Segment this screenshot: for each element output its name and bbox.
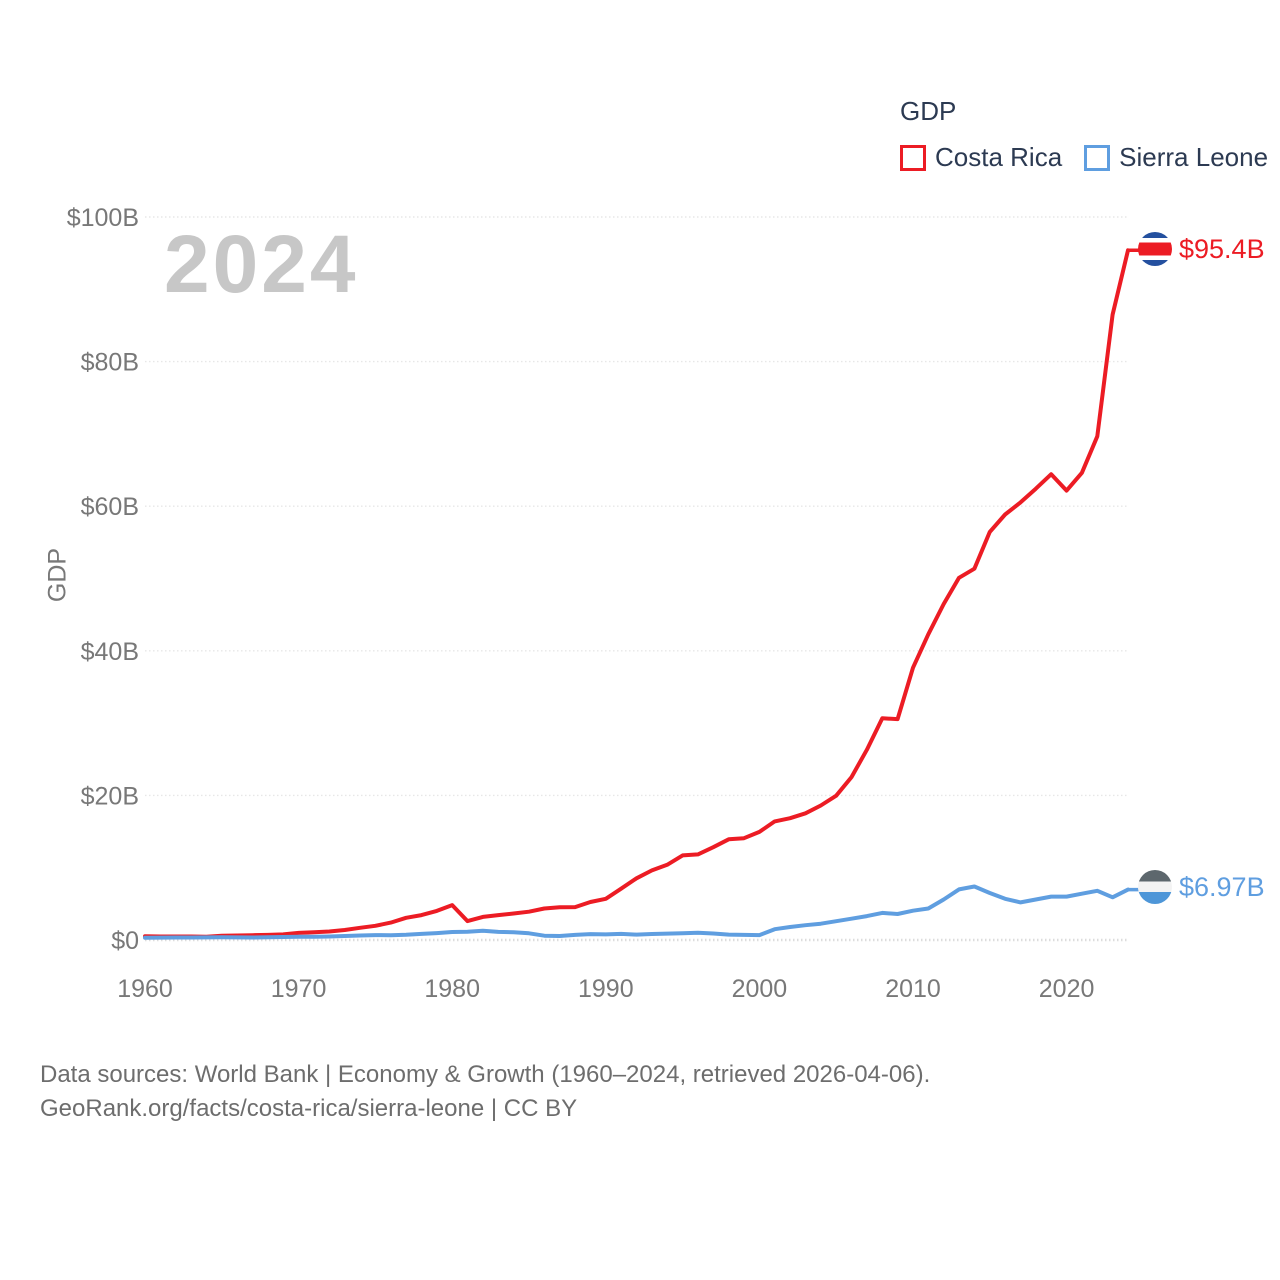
x-tick-2000: 2000	[732, 975, 788, 1003]
x-tick-1980: 1980	[424, 975, 480, 1003]
costa-rica-flag-icon	[1138, 232, 1172, 266]
legend: GDP Costa Rica Sierra Leone	[900, 96, 1268, 173]
x-tick-1990: 1990	[578, 975, 634, 1003]
x-tick-2010: 2010	[885, 975, 941, 1003]
y-axis-title: GDP	[43, 547, 72, 603]
sierra-leone-line	[143, 884, 1130, 940]
sierra-leone-end-label: $6.97B	[1138, 870, 1265, 904]
x-tick-1970: 1970	[271, 975, 327, 1003]
costa-rica-swatch-icon	[900, 144, 926, 171]
sierra-leone-flag-icon	[1138, 870, 1172, 904]
y-tick-$20B: $20B	[81, 782, 139, 810]
footer-attribution: GeoRank.org/facts/costa-rica/sierra-leon…	[40, 1095, 578, 1122]
legend-title: GDP	[900, 96, 957, 126]
sierra-leone-end-value: $6.97B	[1179, 871, 1265, 902]
sierra-leone-swatch-icon	[1084, 144, 1111, 171]
watermark-year: 2024	[164, 219, 359, 310]
legend-item-costa-rica[interactable]: Costa Rica	[900, 142, 1062, 173]
y-tick-$0: $0	[111, 927, 139, 955]
footer-data-sources: Data sources: World Bank | Economy & Gro…	[40, 1061, 931, 1088]
costa-rica-end-label: $95.4B	[1138, 232, 1265, 266]
x-tick-1960: 1960	[117, 975, 173, 1003]
y-tick-$60B: $60B	[81, 493, 139, 521]
legend-label-sierra-leone: Sierra Leone	[1119, 142, 1269, 172]
costa-rica-line	[143, 248, 1130, 939]
y-tick-$100B: $100B	[67, 204, 139, 232]
x-tick-2020: 2020	[1039, 975, 1095, 1003]
y-tick-$40B: $40B	[81, 638, 139, 666]
costa-rica-end-value: $95.4B	[1179, 233, 1265, 264]
footer: Data sources: World Bank | Economy & Gro…	[40, 1058, 930, 1126]
y-tick-$80B: $80B	[81, 349, 139, 377]
gdp-line-chart: $0 $20B $40B $60B $80B $100B 1960 1970 1980 1990 2…	[67, 204, 1143, 1003]
legend-item-sierra-leone[interactable]: Sierra Leone	[1084, 142, 1268, 173]
legend-label-costa-rica: Costa Rica	[935, 142, 1063, 172]
legend-items: Costa Rica Sierra Leone	[900, 142, 1268, 173]
